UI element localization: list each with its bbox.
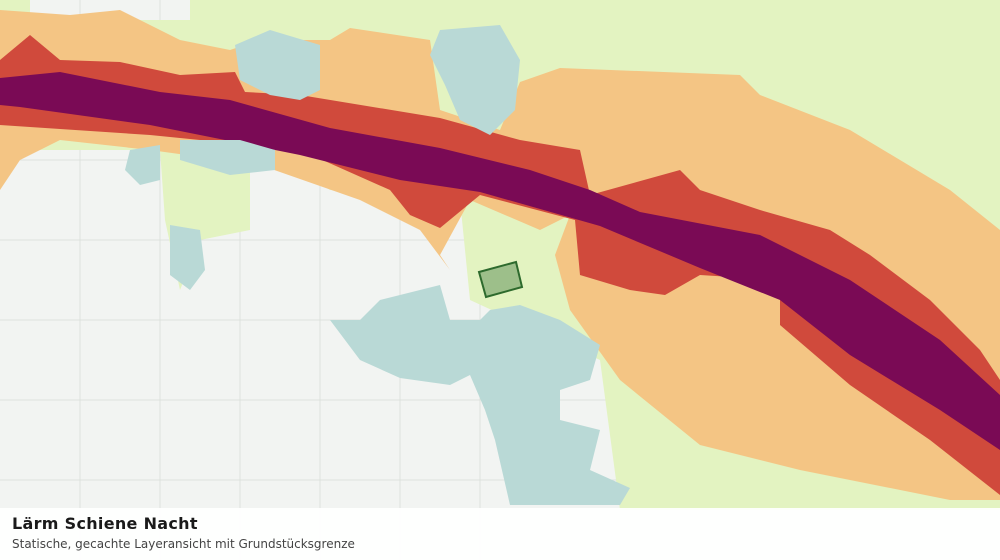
parcel-boundary bbox=[477, 260, 524, 299]
legend-footer: Lärm Schiene Nacht Statische, gecachte L… bbox=[0, 508, 1000, 560]
building-area bbox=[180, 140, 275, 175]
layer-subtitle: Statische, gecachte Layeransicht mit Gru… bbox=[12, 537, 355, 551]
building-area bbox=[170, 225, 205, 290]
layer-title: Lärm Schiene Nacht bbox=[12, 514, 198, 533]
building-area bbox=[330, 285, 630, 505]
building-area bbox=[235, 30, 320, 100]
building-area bbox=[125, 145, 160, 185]
noise-zone-very-high bbox=[0, 72, 1000, 450]
building-area bbox=[430, 25, 520, 135]
